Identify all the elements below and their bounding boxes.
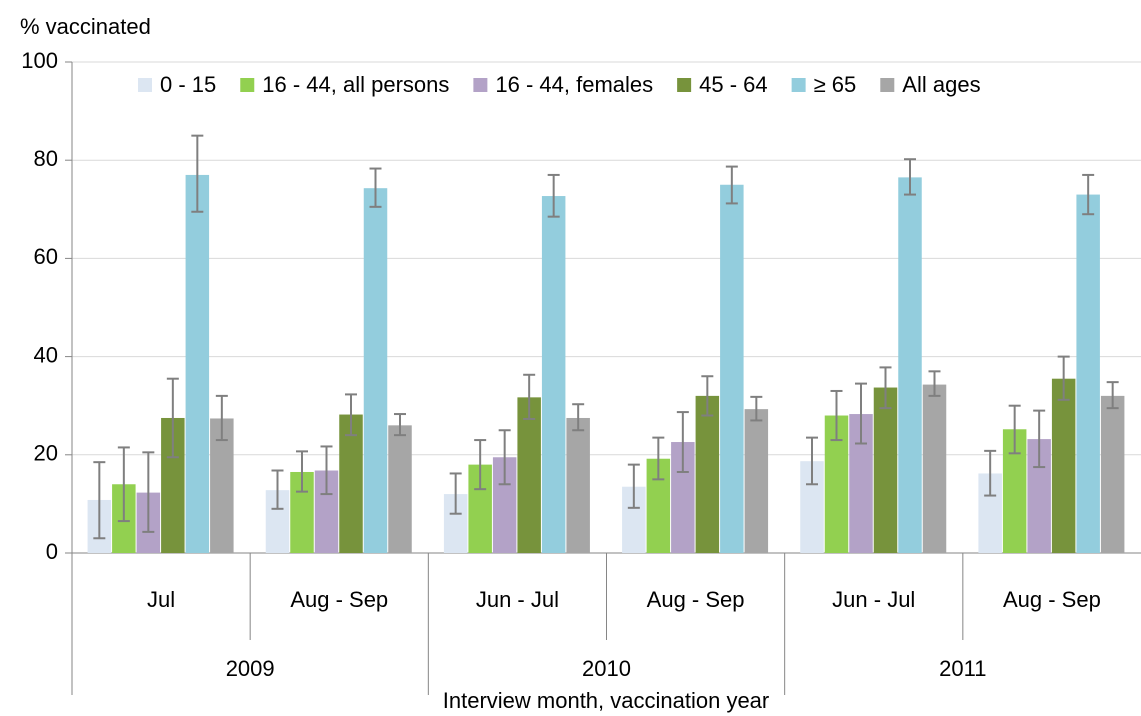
bar (922, 384, 947, 553)
bar (849, 414, 873, 553)
error-bar (1033, 409, 1046, 469)
error-bar (215, 394, 228, 442)
error-bar (296, 450, 308, 493)
bar (314, 470, 339, 553)
bar (646, 458, 671, 553)
error-bar (701, 375, 714, 417)
error-bar (93, 461, 106, 540)
y-axis-title: % vaccinated (20, 14, 151, 39)
bar (363, 188, 388, 553)
bar (1076, 194, 1100, 553)
legend-label: 16 - 44, all persons (262, 72, 449, 97)
error-bar (750, 395, 763, 422)
bar (443, 494, 468, 553)
x-tick-label: Aug - Sep (647, 587, 745, 612)
error-bar (345, 393, 357, 437)
error-bar (652, 436, 665, 481)
y-tick-label: 100 (21, 48, 58, 73)
error-bar (830, 389, 843, 442)
error-bar (855, 382, 867, 445)
error-bar (320, 445, 333, 496)
x-tick-label: Jul (147, 587, 175, 612)
bar (1051, 378, 1076, 553)
y-tick-label: 40 (34, 342, 58, 367)
error-bar (676, 411, 689, 473)
error-bar (523, 373, 536, 420)
error-bar (1106, 381, 1119, 410)
bar (1100, 395, 1125, 553)
bar (517, 397, 541, 553)
legend-swatch (240, 78, 255, 92)
error-bar (725, 165, 738, 205)
bar (210, 418, 234, 553)
error-bar (572, 403, 585, 432)
bar (339, 414, 363, 553)
error-bar (498, 429, 511, 486)
bar (492, 457, 517, 553)
legend-swatch (473, 78, 488, 92)
year-label: 2010 (582, 656, 631, 681)
error-bar (879, 366, 892, 410)
legend-label: All ages (902, 72, 980, 97)
bar (824, 415, 849, 553)
year-label: 2011 (939, 656, 986, 681)
error-bar (904, 158, 916, 196)
legend-swatch (880, 78, 895, 92)
legend-label: 0 - 15 (160, 72, 216, 97)
bar (622, 486, 646, 553)
bar (720, 184, 744, 553)
year-label: 2009 (226, 656, 275, 681)
y-tick-label: 0 (46, 539, 58, 564)
error-bar (474, 439, 487, 491)
legend-label: 45 - 64 (699, 72, 768, 97)
x-tick-label: Jun - Jul (476, 587, 559, 612)
x-tick-label: Jun - Jul (832, 587, 915, 612)
bar (744, 409, 769, 553)
error-bar (547, 173, 560, 218)
error-bar (369, 167, 382, 208)
legend-label: 16 - 44, females (495, 72, 653, 97)
error-bar (271, 469, 284, 510)
x-axis-title: Interview month, vaccination year (443, 688, 770, 713)
error-bar (627, 463, 640, 509)
bar (161, 417, 185, 553)
y-tick-label: 20 (34, 441, 58, 466)
error-bar (166, 377, 179, 459)
error-bar (117, 446, 130, 523)
bar (695, 395, 720, 553)
bar (566, 417, 590, 553)
bar (898, 177, 922, 553)
legend-swatch (677, 78, 692, 92)
error-bar (191, 134, 204, 213)
bar (1002, 429, 1027, 553)
bar (541, 196, 566, 553)
error-bar (449, 472, 462, 515)
error-bar (928, 370, 941, 397)
bar (265, 490, 290, 553)
error-bar (806, 436, 818, 486)
y-tick-label: 80 (34, 146, 58, 171)
bar (388, 425, 412, 553)
legend-label: ≥ 65 (814, 72, 857, 97)
bar (873, 387, 898, 553)
bar (185, 174, 210, 553)
error-bar (1082, 173, 1095, 216)
legend-swatch (791, 78, 806, 92)
y-tick-label: 60 (34, 244, 58, 269)
bar (468, 464, 492, 553)
legend-swatch (138, 78, 152, 92)
error-bar (1008, 404, 1021, 455)
error-bar (1057, 355, 1070, 401)
error-bar (394, 413, 406, 437)
bar (978, 473, 1002, 553)
x-tick-label: Aug - Sep (290, 587, 388, 612)
error-bar (142, 451, 155, 533)
bar (671, 442, 695, 553)
x-tick-label: Aug - Sep (1003, 587, 1101, 612)
error-bar (984, 449, 997, 497)
